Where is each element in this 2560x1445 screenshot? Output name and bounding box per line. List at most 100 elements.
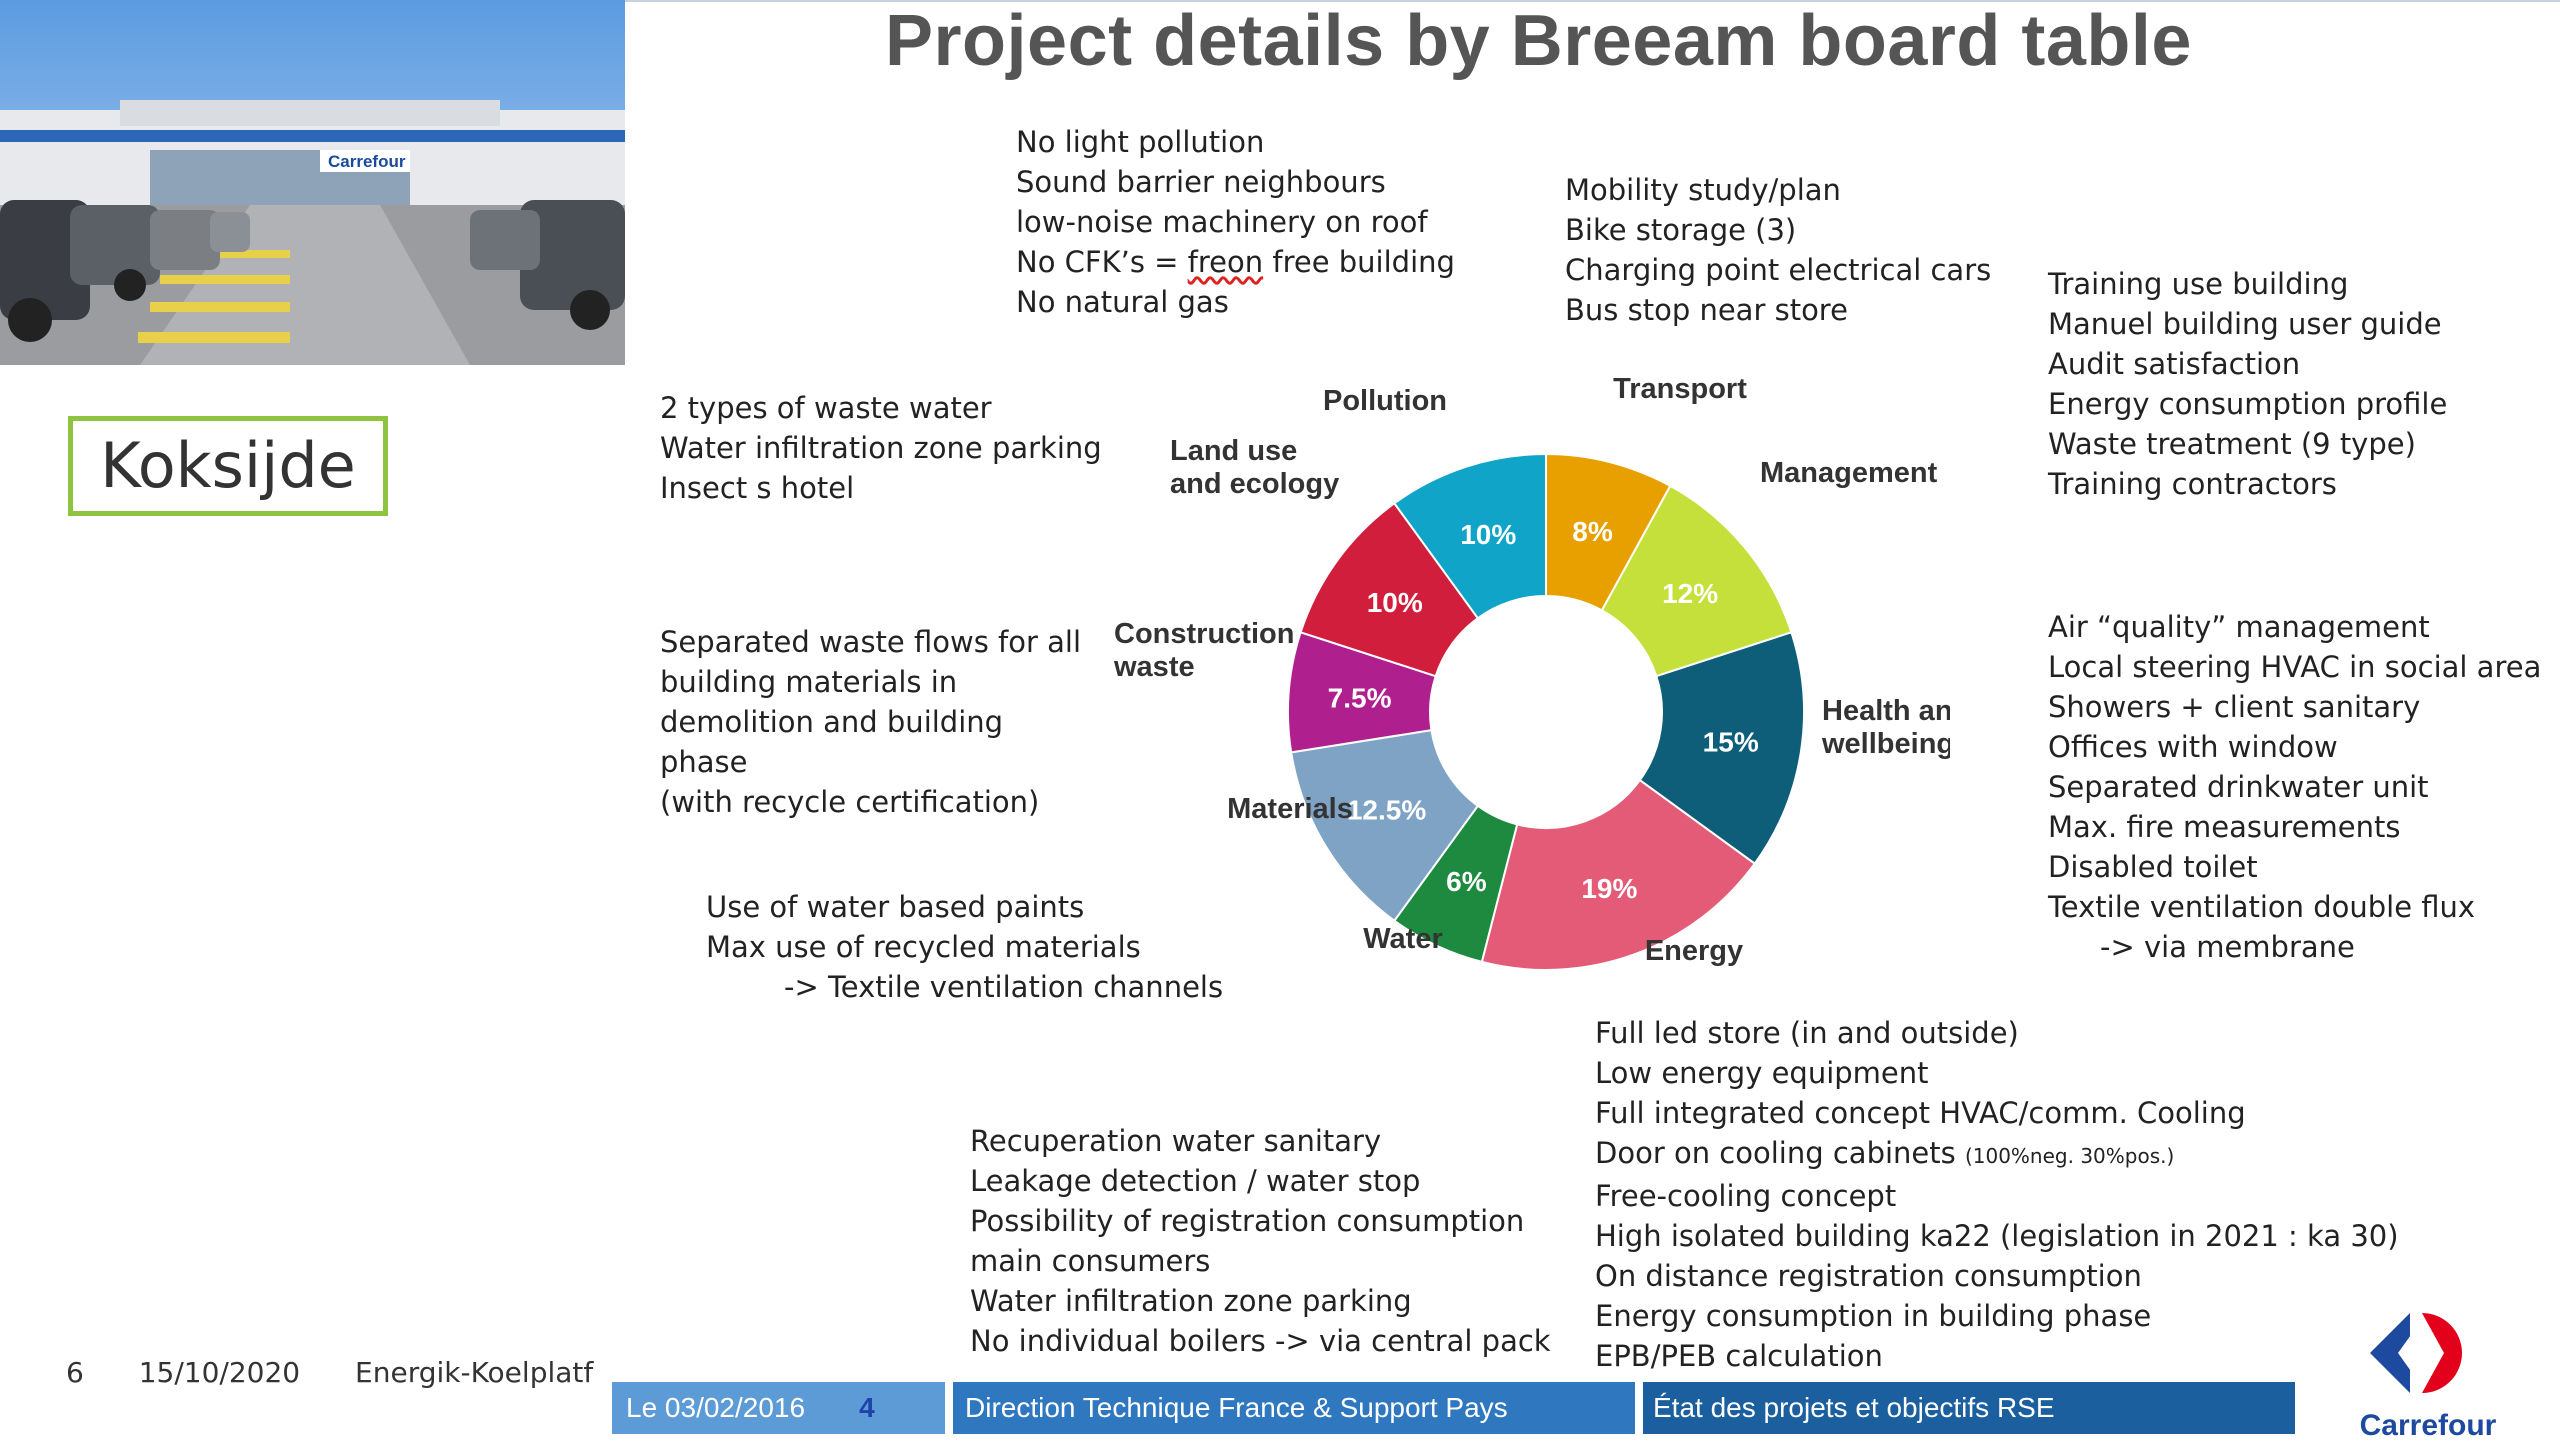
breeam-donut-chart: 8% 12% 15% 19% 6% 12.5% 7.5% 10% 10% Transport Man… bbox=[1100, 360, 1970, 980]
donut-category-label: Energy bbox=[1645, 935, 1743, 967]
note-line: Full integrated concept HVAC/comm. Cooli… bbox=[1595, 1096, 2246, 1130]
note-line: Training use building bbox=[2048, 267, 2349, 301]
footer-bar-department: Direction Technique France & Support Pay… bbox=[953, 1382, 1635, 1434]
logo-right-shape bbox=[2422, 1313, 2462, 1393]
donut-category-label: Management bbox=[1760, 457, 1938, 489]
management-notes: Training use building Manuel building us… bbox=[2048, 264, 2447, 504]
water-notes: Recuperation water sanitary Leakage dete… bbox=[970, 1121, 1551, 1361]
note-line: No natural gas bbox=[1016, 285, 1229, 319]
note-line: Waste treatment (9 type) bbox=[2048, 427, 2416, 461]
note-line: Water infiltration zone parking bbox=[970, 1284, 1412, 1318]
note-line: Air “quality” management bbox=[2048, 610, 2430, 644]
pollution-notes: No light pollution Sound barrier neighbo… bbox=[1016, 122, 1455, 322]
note-line: Water infiltration zone parking bbox=[660, 431, 1102, 465]
note-line: High isolated building ka22 (legislation… bbox=[1595, 1219, 2399, 1253]
page-number: 6 bbox=[66, 1356, 84, 1389]
note-line: -> Textile ventilation channels bbox=[784, 970, 1224, 1004]
note-line: Free-cooling concept bbox=[1595, 1179, 1897, 1213]
note-line: Sound barrier neighbours bbox=[1016, 165, 1386, 199]
note-line: Full led store (in and outside) bbox=[1595, 1016, 2019, 1050]
donut-value-label: 7.5% bbox=[1328, 682, 1392, 713]
slide-title: Project details by Breeam board table bbox=[885, 1, 2192, 81]
note-line: Separated drinkwater unit bbox=[2048, 770, 2429, 804]
donut-slice-materials bbox=[1290, 729, 1480, 923]
note-line: Use of water based paints bbox=[706, 890, 1085, 924]
materials-notes: Use of water based paints Max use of rec… bbox=[706, 887, 1223, 1007]
top-rule bbox=[625, 0, 2560, 2]
footer-bar-state: État des projets et objectifs RSE bbox=[1643, 1382, 2295, 1434]
photo-sign: Carrefour bbox=[328, 152, 406, 171]
note-line: Training contractors bbox=[2048, 467, 2337, 501]
note-line: Audit satisfaction bbox=[2048, 347, 2301, 381]
donut-value-label: 12.5% bbox=[1347, 795, 1426, 826]
donut-slice-energy bbox=[1480, 778, 1757, 971]
note-line: -> via membrane bbox=[2100, 930, 2355, 964]
donut-value-label: 6% bbox=[1446, 866, 1487, 897]
bar-page-number: 4 bbox=[859, 1392, 875, 1423]
donut-category-label: Materials bbox=[1227, 793, 1353, 825]
note-line: EPB/PEB calculation bbox=[1595, 1339, 1883, 1373]
note-line: phase bbox=[660, 745, 748, 779]
note-line: Textile ventilation double flux bbox=[2048, 890, 2476, 924]
energy-notes: Full led store (in and outside) Low ener… bbox=[1595, 1013, 2399, 1376]
donut-svg: 8% 12% 15% 19% 6% 12.5% 7.5% 10% 10% Transport Man… bbox=[1113, 373, 1970, 971]
note-line: Showers + client sanitary bbox=[2048, 690, 2421, 724]
bar-date: Le 03/02/2016 bbox=[626, 1392, 806, 1423]
footer-info: 6 15/10/2020 Energik-Koelplatf bbox=[66, 1356, 639, 1389]
donut-slice-pollution bbox=[1392, 452, 1547, 620]
note-line: Leakage detection / water stop bbox=[970, 1164, 1421, 1198]
note-line: Possibility of registration consumption bbox=[970, 1204, 1525, 1238]
donut-category-label: Transport bbox=[1613, 373, 1747, 405]
note-line: Max use of recycled materials bbox=[706, 930, 1141, 964]
note-line: Energy consumption in building phase bbox=[1595, 1299, 2152, 1333]
donut-category-label: Land use and ecology bbox=[1170, 435, 1339, 500]
note-line: Bike storage (3) bbox=[1565, 213, 1797, 247]
logo-text: Carrefour bbox=[2360, 1409, 2497, 1440]
footer-bar-date: Le 03/02/2016 4 bbox=[612, 1382, 945, 1434]
footer-source: Energik-Koelplatf bbox=[355, 1356, 594, 1389]
note-line: No individual boilers -> via central pac… bbox=[970, 1324, 1551, 1358]
carrefour-logo: Carrefour bbox=[2348, 1305, 2508, 1442]
transport-notes: Mobility study/plan Bike storage (3) Cha… bbox=[1565, 170, 1991, 330]
note-line: building materials in bbox=[660, 665, 958, 699]
note-line: main consumers bbox=[970, 1244, 1211, 1278]
donut-slice-management bbox=[1600, 484, 1793, 678]
donut-slice-health-and-wellbeing bbox=[1638, 631, 1805, 866]
location-label: Koksijde bbox=[68, 416, 388, 516]
note-line: No CFK’s = freon free building bbox=[1016, 245, 1455, 279]
donut-value-label: 12% bbox=[1662, 578, 1718, 609]
note-line: demolition and building bbox=[660, 705, 1004, 739]
donut-value-label: 15% bbox=[1703, 726, 1759, 757]
note-line: Energy consumption profile bbox=[2048, 387, 2448, 421]
note-line: On distance registration consumption bbox=[1595, 1259, 2142, 1293]
land-use-notes: 2 types of waste water Water infiltratio… bbox=[660, 388, 1102, 508]
note-line: Low energy equipment bbox=[1595, 1056, 1929, 1090]
note-line: Charging point electrical cars bbox=[1565, 253, 1992, 287]
note-line: Separated waste flows for all bbox=[660, 625, 1082, 659]
note-line: Insect s hotel bbox=[660, 471, 855, 505]
donut-category-label: Health andwellbeing bbox=[1821, 695, 1950, 760]
note-line: Manuel building user guide bbox=[2048, 307, 2442, 341]
note-line: Door on cooling cabinets (100%neg. 30%po… bbox=[1595, 1133, 2399, 1176]
note-line: Bus stop near store bbox=[1565, 293, 1848, 327]
donut-value-label: 10% bbox=[1460, 519, 1516, 550]
donut-value-label: 19% bbox=[1581, 873, 1637, 904]
donut-category-label: Water bbox=[1363, 923, 1443, 955]
footer-date: 15/10/2020 bbox=[138, 1356, 301, 1389]
donut-value-label: 10% bbox=[1367, 587, 1423, 618]
note-line: Mobility study/plan bbox=[1565, 173, 1841, 207]
construction-waste-notes: Separated waste flows for all building m… bbox=[660, 622, 1081, 822]
note-line: (with recycle certification) bbox=[660, 785, 1040, 819]
note-line: Disabled toilet bbox=[2048, 850, 2258, 884]
health-notes: Air “quality” management Local steering … bbox=[2048, 607, 2541, 967]
logo-left-chevron bbox=[2370, 1313, 2410, 1393]
misspelled-word: freon bbox=[1187, 245, 1264, 279]
donut-category-label: Construction waste bbox=[1113, 618, 1294, 683]
donut-value-label: 8% bbox=[1572, 516, 1613, 547]
note-line-small: (100%neg. 30%pos.) bbox=[1964, 1144, 2175, 1168]
note-line: Max. fire measurements bbox=[2048, 810, 2401, 844]
note-line: 2 types of waste water bbox=[660, 391, 992, 425]
note-line-main: Door on cooling cabinets bbox=[1595, 1136, 1956, 1170]
donut-category-label: Pollution bbox=[1323, 385, 1447, 417]
note-line: Recuperation water sanitary bbox=[970, 1124, 1382, 1158]
